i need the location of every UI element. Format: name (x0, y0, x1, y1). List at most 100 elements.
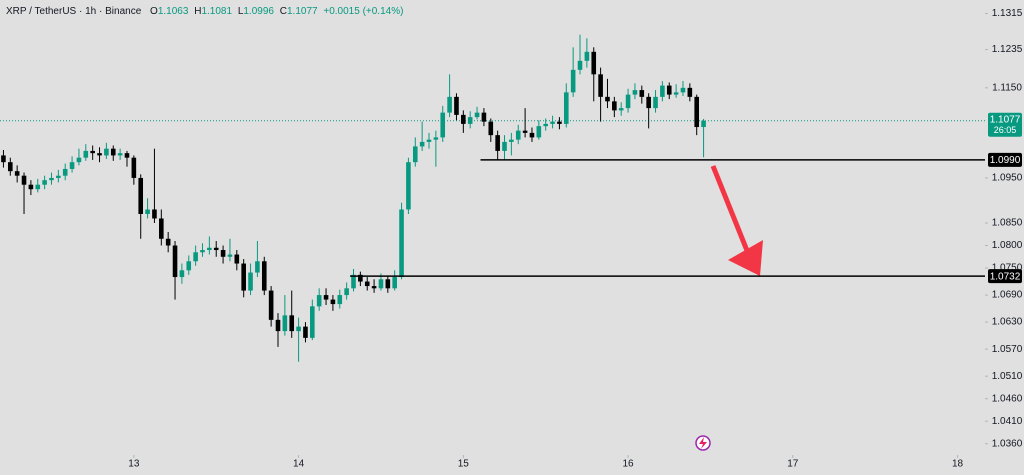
candle-body (172, 245, 178, 278)
y-tick-label: 1.0570 (992, 344, 1023, 355)
candle-body (591, 51, 597, 75)
candle-body (666, 85, 672, 95)
candle-body (268, 290, 274, 320)
candle-body (165, 238, 171, 246)
x-tick-label: 15 (458, 459, 470, 470)
arrow-head (728, 240, 763, 276)
candle-body (323, 295, 329, 300)
candle-body (138, 177, 144, 214)
candle-body (117, 153, 123, 156)
candle-body (344, 288, 349, 296)
candle-body (392, 277, 397, 289)
candle-body (584, 51, 590, 61)
y-tick-label: 1.0460 (992, 393, 1023, 404)
event-bolt[interactable] (699, 437, 707, 449)
candle-body (62, 168, 68, 176)
candle-body (440, 112, 446, 138)
y-tick-label: 1.0750 (992, 263, 1023, 274)
candle-body (371, 286, 377, 289)
candle-body (76, 157, 82, 163)
candle-body (502, 141, 507, 151)
change: +0.0015 (+0.14%) (323, 6, 403, 17)
candle-body (433, 137, 439, 140)
candle-body (1, 155, 6, 163)
candle-body (159, 218, 164, 239)
candle-body (83, 150, 89, 158)
countdown: 26:05 (994, 125, 1017, 135)
candle-body (227, 254, 233, 257)
candle-body (543, 123, 548, 127)
level-label-box (988, 269, 1022, 284)
x-tick-label: 18 (952, 459, 964, 470)
ohlc-value: 1.1063 (158, 6, 189, 17)
candle-body (529, 132, 535, 138)
y-tick-label: 1.1235 (992, 44, 1023, 55)
candle-body (104, 148, 109, 156)
candle-body (35, 184, 41, 190)
candle-body (296, 326, 301, 332)
candle-body (488, 121, 494, 136)
candle-body (680, 87, 686, 93)
y-tick-label: 1.0630 (992, 317, 1023, 328)
y-tick-label: 1.0850 (992, 218, 1023, 229)
candle-body (563, 92, 569, 124)
candle-body (316, 295, 322, 307)
last-price-box (988, 112, 1022, 137)
candle-body (653, 96, 658, 109)
x-tick-label: 14 (293, 459, 305, 470)
candle-body (660, 85, 665, 97)
candle-body (145, 209, 150, 214)
candle-body (515, 130, 521, 140)
candle-body (14, 171, 20, 176)
ohlc-value: 1.0996 (243, 6, 274, 17)
candle-body (378, 279, 384, 289)
ohlc-label: C (280, 6, 287, 17)
y-tick-label: 1.1315 (992, 8, 1023, 19)
arrow (710, 165, 763, 276)
candle-body (282, 315, 288, 332)
ohlc-value: 1.1081 (201, 6, 232, 17)
y-tick-label: 1.0360 (992, 438, 1023, 449)
candle-body (97, 153, 102, 156)
candle-body (701, 120, 706, 128)
candle-body (69, 162, 75, 169)
candle-body (399, 209, 404, 278)
candle-body (7, 162, 13, 172)
candle-body (261, 261, 267, 291)
candle-body (632, 90, 638, 95)
y-tick-label: 1.0800 (992, 240, 1023, 251)
candle-body (213, 247, 219, 251)
candle-body (646, 96, 651, 109)
y-tick-label: 1.0410 (992, 416, 1023, 427)
candle-body (598, 74, 603, 97)
level-label: 1.0732 (990, 271, 1021, 282)
candle-body (495, 135, 500, 151)
candle-body (694, 96, 700, 128)
candle-body (419, 141, 425, 147)
candle-body (193, 252, 198, 262)
candle-body (461, 114, 466, 124)
candle-body (186, 261, 192, 271)
candle-body (364, 281, 370, 287)
header: XRP / TetherUS · 1h · Binance O1.1063 H1… (6, 6, 403, 17)
level-label-box (988, 152, 1022, 167)
y-tick-label: 1.0510 (992, 371, 1023, 382)
candle-body (557, 121, 562, 124)
candle-body (467, 117, 473, 124)
x-tick-label: 13 (128, 459, 140, 470)
candle-body (522, 130, 528, 133)
arrow-shaft (710, 165, 753, 259)
x-tick-label: 17 (787, 459, 799, 470)
candle-body (605, 96, 610, 102)
event-icon[interactable] (695, 435, 711, 451)
candle-body (289, 315, 295, 332)
candle-body (248, 272, 253, 291)
level-label: 1.0990 (990, 155, 1021, 166)
candle-body (687, 87, 693, 97)
candle-body (28, 184, 34, 190)
candle-body (330, 299, 336, 305)
candle-body (481, 112, 487, 122)
candle-body (124, 153, 130, 158)
candle-body (385, 279, 391, 289)
